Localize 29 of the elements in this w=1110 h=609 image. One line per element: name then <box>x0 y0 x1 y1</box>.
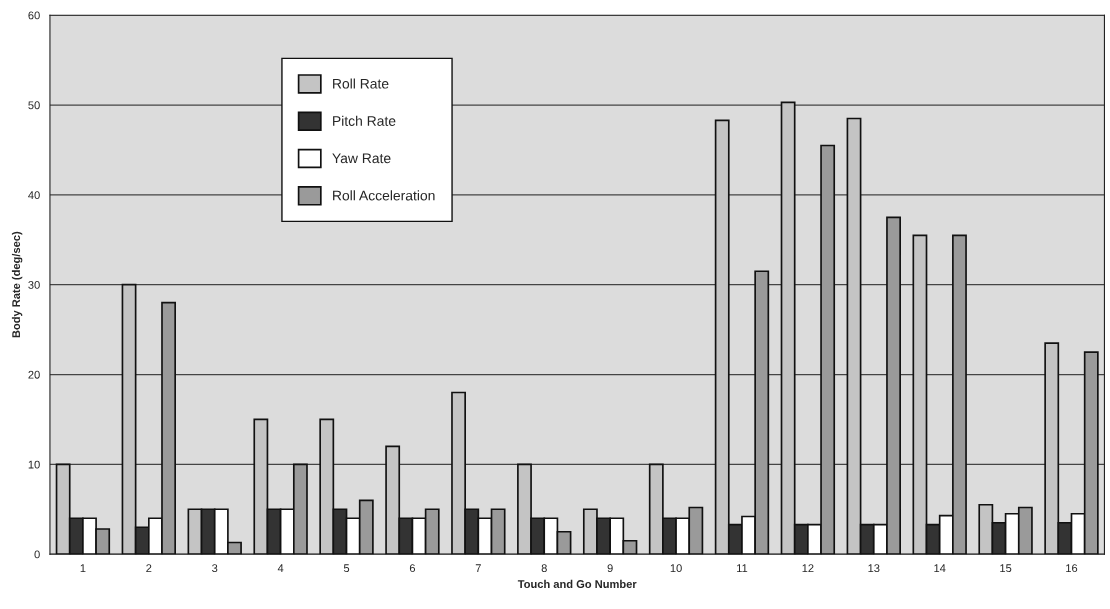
x-tick-label: 16 <box>1066 564 1078 573</box>
y-tick-label: 20 <box>28 370 40 379</box>
x-tick-label: 9 <box>607 564 613 573</box>
x-tick-label: 11 <box>737 564 748 572</box>
x-tick-label: 1 <box>80 564 86 572</box>
legend-label: Roll Acceleration <box>333 190 435 201</box>
x-tick-label: 13 <box>868 564 880 573</box>
x-tick-label: 3 <box>212 564 218 573</box>
x-tick-label: 6 <box>409 564 416 573</box>
y-tick-label: 50 <box>28 101 40 110</box>
y-tick-label: 40 <box>28 191 40 200</box>
x-tick-label: 8 <box>541 564 547 573</box>
legend-label: Pitch Rate <box>333 115 396 126</box>
x-tick-label: 15 <box>1000 564 1012 573</box>
x-tick-label: 5 <box>343 564 350 573</box>
x-axis-title: Touch and Go Number <box>517 579 637 588</box>
y-tick-label: 30 <box>28 280 40 289</box>
legend-label: Yaw Rate <box>332 153 391 164</box>
legend-label: Roll Rate <box>333 78 389 89</box>
y-tick-label: 0 <box>34 550 40 559</box>
x-tick-label: 4 <box>277 564 284 572</box>
y-tick-label: 10 <box>28 460 40 469</box>
x-tick-label: 14 <box>934 564 946 572</box>
y-tick-label: 60 <box>28 11 40 20</box>
x-tick-label: 7 <box>475 564 481 572</box>
y-axis-title: Body Rate (deg/sec) <box>11 231 23 338</box>
x-tick-label: 12 <box>802 564 814 572</box>
x-tick-label: 10 <box>670 564 682 573</box>
x-tick-label: 2 <box>146 564 152 572</box>
